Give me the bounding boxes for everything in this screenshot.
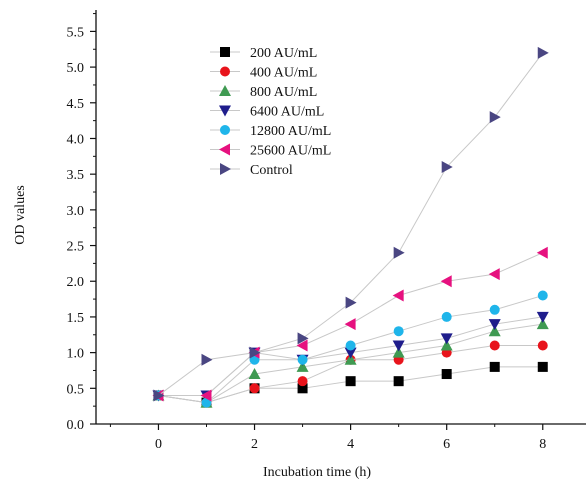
y-tick-label: 1.0 [67,347,85,362]
data-point [392,340,405,352]
legend-label: 25600 AU/mL [250,144,331,159]
data-point [536,318,549,330]
data-point [297,383,308,394]
data-point [344,353,357,365]
data-point [489,361,500,372]
data-point [249,383,260,394]
data-point [249,346,261,359]
legend-marker [220,125,230,135]
data-point [392,346,405,358]
y-tick-label: 4.5 [67,97,85,112]
y-tick-label: 0.0 [67,418,85,433]
legend-item: Control [210,163,293,178]
legend-marker [219,85,231,96]
y-tick-label: 4.0 [67,132,85,147]
data-point [537,46,549,59]
data-point [200,389,212,402]
legend-label: 200 AU/mL [250,46,317,61]
data-point [392,289,404,302]
data-point [536,311,549,323]
data-point [440,339,453,351]
data-point [489,111,501,124]
x-tick-label: 0 [155,437,162,452]
data-point [441,311,452,322]
data-point [488,325,501,337]
data-point [345,376,356,387]
series-5 [153,290,548,408]
data-point [489,340,500,351]
data-point [536,246,548,259]
data-point [297,332,309,345]
y-tick-label: 2.0 [67,275,85,290]
data-point [488,268,500,281]
x-axis-title: Incubation time (h) [263,465,371,480]
data-point [440,275,452,288]
ticks: 0.0 0.5 1.0 1.5 2.0 2.5 3.0 3.5 4.0 4.5 5.0 5.5 0 2 4 6… [67,13,546,452]
data-point [345,340,356,351]
data-point [488,319,501,331]
legend-label: 400 AU/mL [250,66,317,81]
data-point [296,360,309,372]
legend-label: 6400 AU/mL [250,105,324,120]
legend-item: 200 AU/mL [210,46,317,61]
legend-marker [220,47,230,57]
axes [95,10,586,425]
data-point [344,318,356,331]
series-6 [152,246,548,402]
data-point [393,246,405,259]
data-point [537,290,548,301]
data-point [393,326,404,337]
data-point [248,368,261,380]
legend-marker [219,143,230,156]
y-tick-label: 5.0 [67,61,85,76]
legend-item: 25600 AU/mL [210,143,331,159]
data-point [345,296,357,309]
legend-item: 800 AU/mL [210,85,317,100]
data-point [440,333,453,345]
data-point [537,340,548,351]
data-point [249,354,260,365]
data-point [297,354,308,365]
series-layer [152,46,549,408]
legend-item: 12800 AU/mL [210,124,331,139]
legend-label: 12800 AU/mL [250,124,331,139]
legend-marker [220,163,231,175]
legend-marker [219,105,231,117]
y-tick-label: 2.5 [67,240,85,255]
legend-label: Control [250,163,293,178]
y-tick-label: 3.0 [67,204,85,219]
y-tick-label: 5.5 [67,25,85,40]
data-point [297,376,308,387]
y-axis-title: OD values [13,185,28,245]
legend-marker [220,66,230,77]
series-7 [153,46,549,402]
legend: 200 AU/mL 400 AU/mL 800 AU/mL 6400 AU/mL 128… [210,46,331,178]
data-point [441,161,453,174]
data-point [344,347,357,359]
y-tick-label: 3.5 [67,168,85,183]
data-point [296,339,308,352]
x-tick-label: 4 [347,437,354,452]
data-point [153,389,165,402]
legend-item: 6400 AU/mL [210,105,324,120]
data-point [441,369,452,380]
data-point [393,376,404,387]
data-point [537,361,548,372]
data-point [489,304,500,315]
legend-label: 800 AU/mL [250,85,317,100]
x-tick-label: 8 [539,437,546,452]
y-tick-label: 1.5 [67,311,85,326]
legend-item: 400 AU/mL [210,66,317,81]
series-3 [152,318,549,408]
data-point [201,353,213,366]
data-point [201,397,212,408]
x-tick-label: 6 [443,437,450,452]
y-tick-label: 0.5 [67,382,85,397]
x-tick-label: 2 [251,437,258,452]
